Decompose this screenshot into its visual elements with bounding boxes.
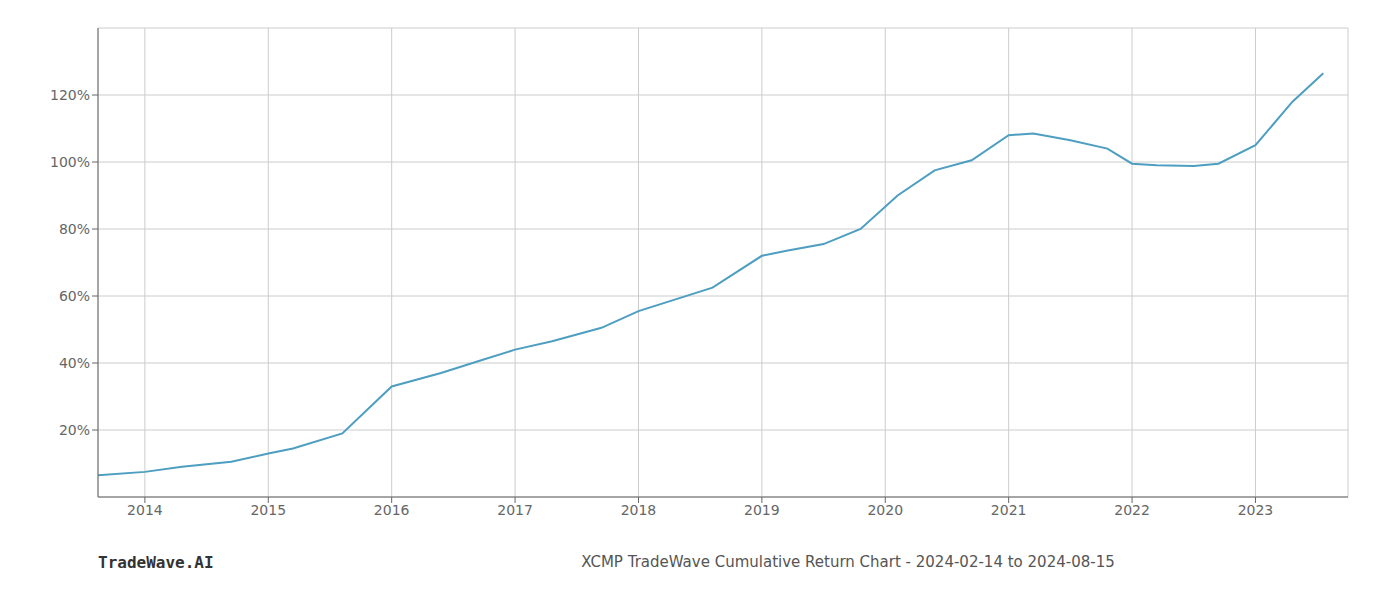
svg-text:2015: 2015 <box>250 502 286 518</box>
svg-text:20%: 20% <box>59 422 90 438</box>
svg-text:60%: 60% <box>59 288 90 304</box>
svg-text:80%: 80% <box>59 221 90 237</box>
svg-text:120%: 120% <box>50 87 90 103</box>
svg-text:100%: 100% <box>50 154 90 170</box>
svg-text:2018: 2018 <box>621 502 657 518</box>
svg-text:2022: 2022 <box>1114 502 1150 518</box>
html-text:TradeWave.AI: TradeWave.AI <box>98 553 214 572</box>
svg-text:40%: 40% <box>59 355 90 371</box>
svg-text:2016: 2016 <box>374 502 410 518</box>
svg-text:2014: 2014 <box>127 502 163 518</box>
svg-text:2017: 2017 <box>497 502 533 518</box>
svg-text:2019: 2019 <box>744 502 780 518</box>
svg-text:2023: 2023 <box>1238 502 1274 518</box>
svg-text:2020: 2020 <box>867 502 903 518</box>
html-text:XCMP TradeWave Cumulative Retu: XCMP TradeWave Cumulative Return Chart -… <box>581 553 1115 571</box>
svg-text:2021: 2021 <box>991 502 1027 518</box>
